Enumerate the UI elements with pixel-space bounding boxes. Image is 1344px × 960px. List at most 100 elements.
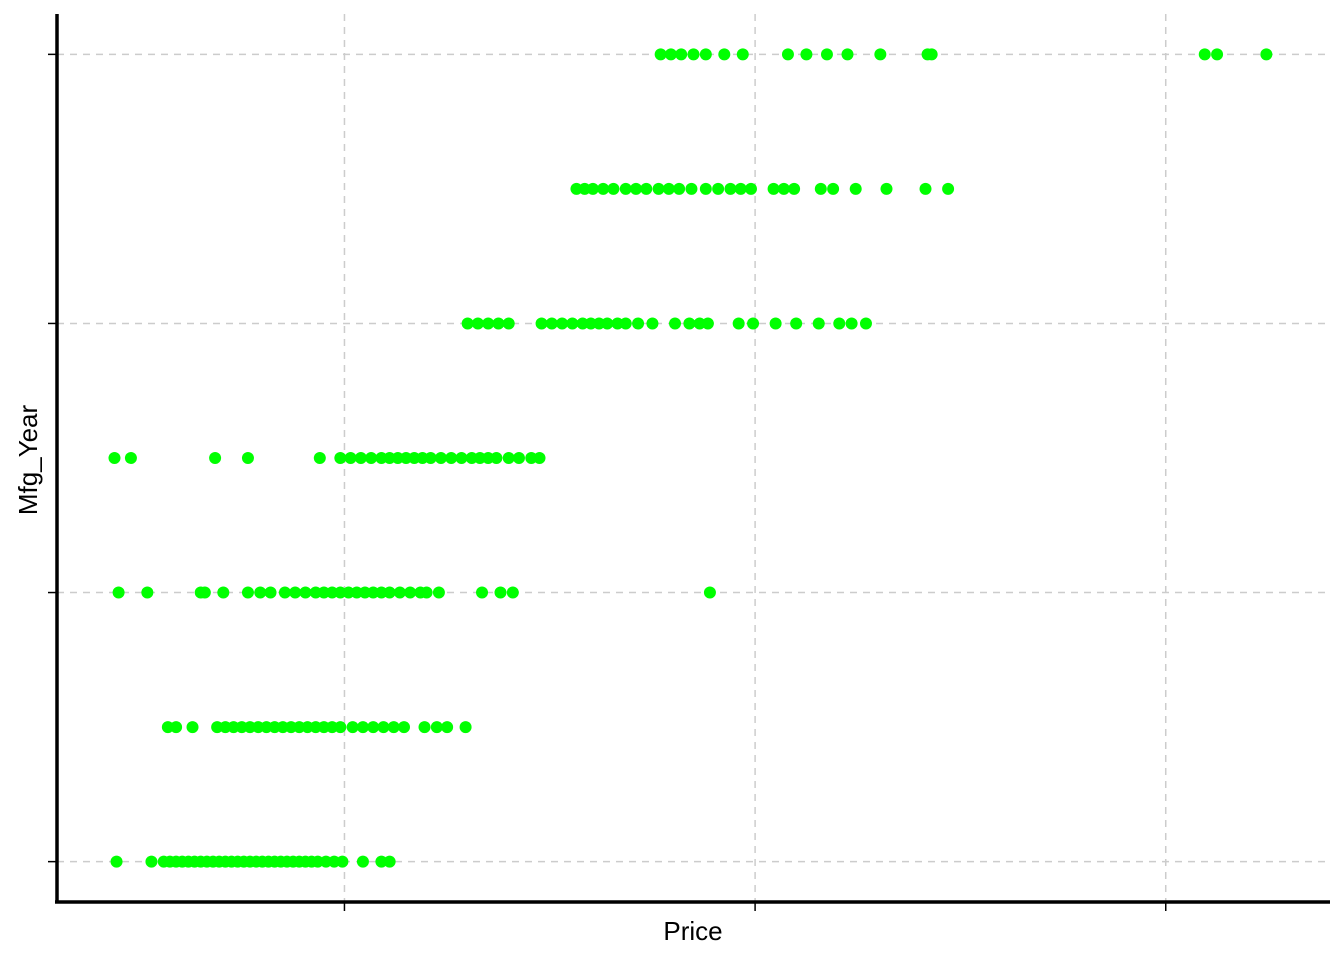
data-point (1211, 48, 1224, 61)
data-point (356, 721, 369, 734)
data-point (533, 452, 546, 464)
data-point (662, 182, 675, 195)
data-point (404, 586, 417, 599)
data-point (375, 855, 388, 868)
data-point (669, 317, 682, 330)
data-point (781, 48, 794, 61)
data-point (244, 721, 257, 734)
data-point (346, 721, 359, 734)
data-point (319, 855, 332, 868)
data-point (556, 317, 569, 330)
data-point (703, 586, 716, 599)
data-point (112, 586, 125, 599)
data-point (777, 182, 790, 195)
data-point (632, 317, 645, 330)
data-point (260, 721, 273, 734)
data-point (664, 48, 677, 61)
data-point (494, 586, 507, 599)
data-point (358, 586, 371, 599)
data-point (342, 586, 355, 599)
data-point (387, 721, 400, 734)
data-point (336, 855, 349, 868)
data-point (601, 317, 614, 330)
data-point (309, 586, 322, 599)
data-point (701, 317, 714, 330)
data-point (408, 452, 421, 464)
data-point (512, 452, 525, 464)
data-point (461, 317, 474, 330)
data-point (276, 721, 289, 734)
data-point (365, 452, 378, 464)
data-point (293, 721, 306, 734)
data-point (313, 452, 326, 464)
data-point (309, 721, 322, 734)
data-point (880, 182, 893, 195)
data-point (420, 586, 433, 599)
data-point (502, 317, 515, 330)
data-point (473, 452, 486, 464)
data-point (334, 586, 347, 599)
data-point (767, 182, 780, 195)
data-point (400, 452, 413, 464)
data-point (235, 721, 248, 734)
data-point (459, 721, 472, 734)
data-point (578, 182, 591, 195)
data-point (217, 586, 230, 599)
data-point (393, 586, 406, 599)
data-point (693, 317, 706, 330)
data-point (1260, 48, 1273, 61)
data-point (209, 452, 222, 464)
data-point (430, 721, 443, 734)
data-point (849, 182, 862, 195)
data-point (919, 182, 932, 195)
data-point (434, 452, 447, 464)
data-point (712, 182, 725, 195)
data-point (383, 586, 396, 599)
data-point (845, 317, 858, 330)
data-point (227, 721, 240, 734)
data-point (124, 452, 137, 464)
data-point (607, 182, 620, 195)
axis-ticks (48, 53, 1167, 911)
data-point (482, 452, 495, 464)
data-point (471, 317, 484, 330)
data-points (108, 48, 1273, 868)
data-point (502, 452, 515, 464)
data-point (367, 721, 380, 734)
data-point (441, 721, 454, 734)
data-point (350, 586, 363, 599)
data-point (566, 317, 579, 330)
data-point (724, 182, 737, 195)
data-point (356, 855, 369, 868)
data-point (654, 48, 667, 61)
data-point (1198, 48, 1211, 61)
data-point (108, 452, 121, 464)
data-point (734, 182, 747, 195)
data-point (576, 317, 589, 330)
data-point (110, 855, 123, 868)
data-point (219, 721, 232, 734)
data-point (465, 452, 478, 464)
data-point (619, 182, 632, 195)
data-point (268, 721, 281, 734)
data-point (699, 48, 712, 61)
data-point (383, 855, 396, 868)
data-point (482, 317, 495, 330)
data-point (814, 182, 827, 195)
data-point (833, 317, 846, 330)
data-point (630, 182, 643, 195)
data-point (584, 317, 597, 330)
data-point (820, 48, 833, 61)
data-point (445, 452, 458, 464)
data-point (326, 586, 339, 599)
data-point (317, 721, 330, 734)
data-point (326, 721, 339, 734)
data-point (367, 586, 380, 599)
data-point (311, 855, 324, 868)
data-point (652, 182, 665, 195)
data-point (334, 721, 347, 734)
data-point (685, 182, 698, 195)
data-point (241, 452, 254, 464)
data-point (611, 317, 624, 330)
